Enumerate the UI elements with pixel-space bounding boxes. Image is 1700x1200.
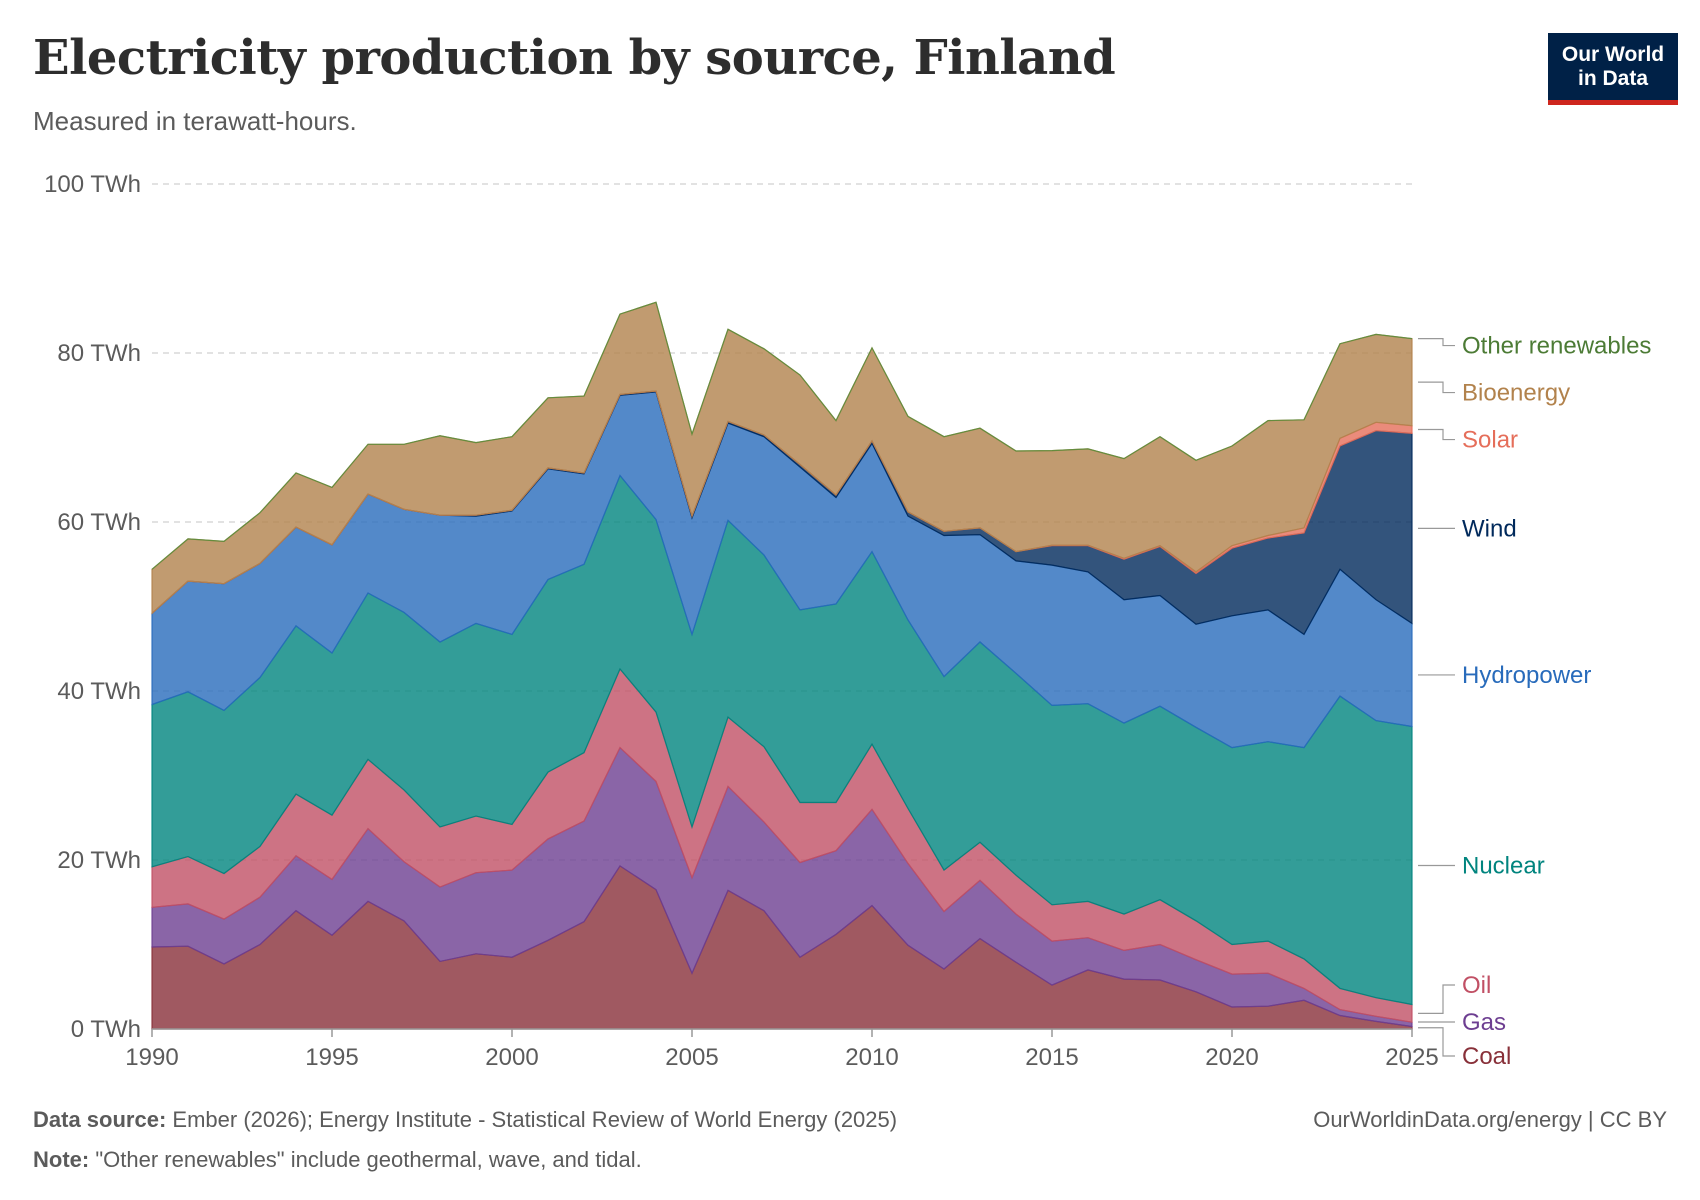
legend-label: Oil [1462, 972, 1491, 999]
legend-label: Wind [1462, 515, 1517, 542]
x-tick-label: 2000 [485, 1044, 538, 1071]
y-tick-label: 0 TWh [71, 1016, 141, 1043]
y-tick-label: 100 TWh [44, 171, 141, 198]
legend-item-other-renewables[interactable]: Other renewables [1418, 333, 1651, 360]
x-tick-label: 2015 [1025, 1044, 1078, 1071]
legend-label: Gas [1462, 1009, 1506, 1036]
page-title: Electricity production by source, Finlan… [33, 30, 1116, 86]
legend-label: Nuclear [1462, 852, 1545, 879]
data-source: Data source: Ember (2026); Energy Instit… [33, 1107, 897, 1133]
legend-item-bioenergy[interactable]: Bioenergy [1418, 380, 1570, 407]
x-tick-label: 2010 [845, 1044, 898, 1071]
note: Note: "Other renewables" include geother… [33, 1147, 642, 1173]
logo-line-2: in Data [1577, 67, 1648, 90]
y-tick-label: 80 TWh [57, 340, 141, 367]
legend-item-solar[interactable]: Solar [1418, 427, 1518, 454]
note-label: Note: [33, 1147, 90, 1172]
axis-layer: 1990 1995 2000 2005 2010 2015 2020 2025 [125, 1028, 1439, 1071]
page-subtitle: Measured in terawatt-hours. [33, 106, 357, 136]
legend-connector [1418, 338, 1455, 347]
legend-item-gas[interactable]: Gas [1418, 1009, 1506, 1036]
source-url[interactable]: OurWorldinData.org/energy | CC BY [1313, 1107, 1667, 1132]
owid-logo[interactable]: Our World in Data [1548, 33, 1678, 105]
x-tick-label: 2005 [665, 1044, 718, 1071]
legend-label: Hydropower [1462, 662, 1591, 689]
note-text: "Other renewables" include geothermal, w… [95, 1147, 642, 1172]
y-tick-label: 40 TWh [57, 678, 141, 705]
legend-connector [1418, 428, 1455, 441]
data-source-label: Data source: [33, 1107, 167, 1132]
x-tick-label: 2020 [1205, 1044, 1258, 1071]
legend-item-oil[interactable]: Oil [1418, 972, 1491, 1014]
legend-item-wind[interactable]: Wind [1418, 515, 1517, 542]
legend-connector [1418, 381, 1455, 394]
legend-label: Bioenergy [1462, 380, 1570, 407]
legend-item-hydropower[interactable]: Hydropower [1418, 662, 1591, 689]
x-tick-label: 2025 [1385, 1044, 1438, 1071]
legend-label: Solar [1462, 427, 1518, 454]
legend-connector [1418, 1027, 1455, 1057]
legend-label: Other renewables [1462, 333, 1651, 360]
area-layer [151, 301, 1413, 1030]
legend-labels: Coal Gas Oil Nuclear Hydropower Wind Solar Bioe… [1418, 333, 1651, 1070]
x-tick-label: 1995 [305, 1044, 358, 1071]
data-source-text: Ember (2026); Energy Institute - Statist… [172, 1107, 898, 1132]
area-other-renewables[interactable] [151, 301, 1413, 570]
y-tick-label: 20 TWh [57, 847, 141, 874]
legend-connector [1418, 984, 1455, 1014]
y-tick-label: 60 TWh [57, 509, 141, 536]
legend-item-nuclear[interactable]: Nuclear [1418, 852, 1545, 879]
legend-label: Coal [1462, 1043, 1511, 1070]
legend-item-coal[interactable]: Coal [1418, 1027, 1511, 1070]
logo-line-1: Our World [1561, 43, 1665, 66]
x-tick-label: 1990 [125, 1044, 178, 1071]
